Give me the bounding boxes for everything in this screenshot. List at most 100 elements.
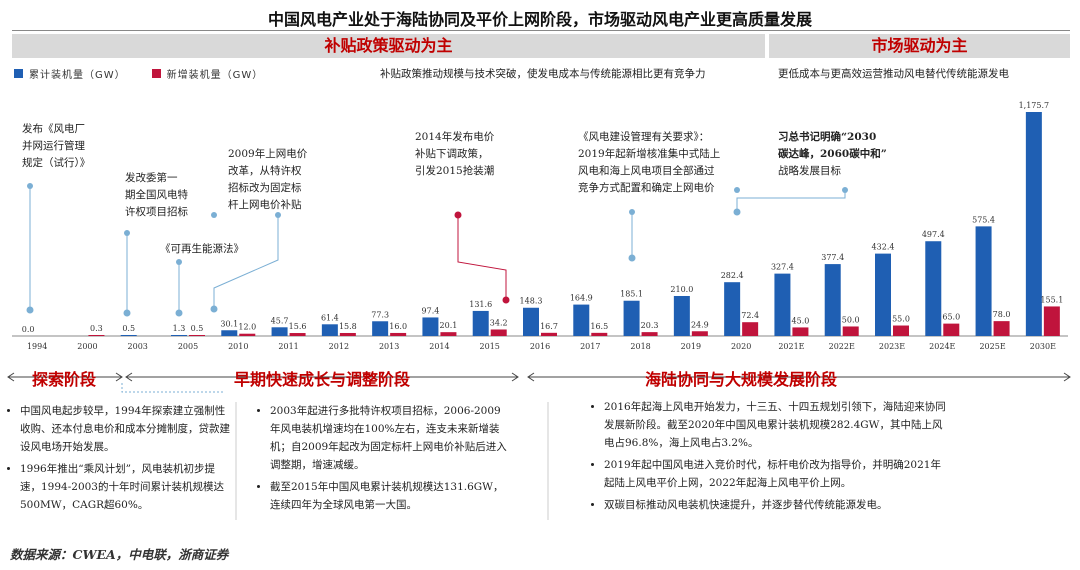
x-tick-label: 2022E xyxy=(829,342,855,351)
annotation-text: 发改委第一 xyxy=(125,171,178,184)
bar-cumulative xyxy=(724,282,741,336)
data-label-new: 0.5 xyxy=(191,324,204,333)
annotation-text: 碳达峰，2060碳中和” xyxy=(778,147,887,160)
annotation-text: 2019年起新增核准集中式陆上 xyxy=(578,147,720,160)
annotation-dot xyxy=(734,187,740,193)
x-tick-label: 2016 xyxy=(530,342,550,351)
annotation-text: 期全国风电特 xyxy=(125,188,188,201)
data-label-cumulative: 61.4 xyxy=(321,313,339,322)
bar-cumulative xyxy=(171,335,187,336)
phase-arrow-explore-head xyxy=(115,372,123,382)
annotation-connector xyxy=(736,190,846,212)
annotation-dot xyxy=(275,212,281,218)
phase-arrow-early-head xyxy=(511,372,519,382)
annotation-dot xyxy=(26,306,34,314)
bar-new xyxy=(893,325,909,336)
data-label-cumulative: 0.5 xyxy=(122,324,135,333)
bar-new xyxy=(691,331,708,336)
bar-cumulative xyxy=(422,317,439,336)
note-item: 1996年推出“乘风计划”，风电装机初步提速，1994-2003的十年时间累计装… xyxy=(20,460,230,514)
annotation-dot xyxy=(175,309,183,317)
annotation-text: 规定（试行）》 xyxy=(22,156,90,169)
bar-new xyxy=(993,321,1010,336)
annotation-text: 补贴下调政策， xyxy=(415,147,489,160)
bar-cumulative xyxy=(221,330,238,336)
data-label-cumulative: 497.4 xyxy=(922,230,945,239)
annotation-text: 《风电建设管理有关要求》： xyxy=(578,130,709,143)
notes-explore: 中国风电起步较早，1994年探索建立强制性收购、还本付息电价和成本分摊制度，贷款… xyxy=(8,402,230,518)
bar-cumulative xyxy=(523,307,539,336)
x-tick-label: 1994 xyxy=(27,342,47,351)
annotation-text: 改革，从特许权 xyxy=(228,164,302,177)
note-item: 中国风电起步较早，1994年探索建立强制性收购、还本付息电价和成本分摊制度，贷款… xyxy=(20,402,230,456)
data-label-cumulative: 282.4 xyxy=(721,271,744,280)
annotation-text: 风电和海上风电项目全部通过 xyxy=(578,164,715,177)
annotation-dot xyxy=(211,212,217,218)
notes-early: 2003年起进行多批特许权项目招标，2006-2009年风电装机增速均在100%… xyxy=(258,402,508,518)
annotation-dot xyxy=(454,211,462,219)
bar-cumulative xyxy=(321,324,338,336)
data-label-new: 16.0 xyxy=(389,322,407,331)
annotation-dot xyxy=(733,208,741,216)
note-item: 2003年起进行多批特许权项目招标，2006-2009年风电装机增速均在100%… xyxy=(270,402,508,474)
data-label-new: 20.1 xyxy=(440,321,458,330)
data-label-new: 50.0 xyxy=(842,315,860,324)
annotation-dot xyxy=(628,254,636,262)
phase-sea: 海陆协同与大规模发展阶段 xyxy=(645,370,838,389)
x-tick-label: 2000 xyxy=(77,342,97,351)
bar-new xyxy=(792,327,809,336)
data-label-new: 12.0 xyxy=(238,323,256,332)
annotation-text: 习总书记明确“2030 xyxy=(778,130,876,143)
legend-label-cumulative: 累计装机量（GW） xyxy=(29,70,126,81)
annotation-text: 招标改为固定标 xyxy=(228,181,302,194)
annotation-dot xyxy=(629,209,635,215)
data-label-new: 55.0 xyxy=(892,315,910,324)
annotation-connector xyxy=(457,215,507,300)
notes-sea: 2016年起海上风电开始发力，十三五、十四五规划引领下，海陆迎来协同发展新阶段。… xyxy=(592,398,947,518)
x-tick-label: 2012 xyxy=(329,342,349,351)
bar-new xyxy=(390,332,407,336)
data-label-new: 15.8 xyxy=(339,322,357,331)
annotation-text: 2009年上网电价 xyxy=(228,147,308,160)
data-label-cumulative: 77.3 xyxy=(371,310,389,319)
x-tick-label: 2021E xyxy=(778,342,804,351)
phase-arrow-explore-head xyxy=(7,372,15,382)
bar-cumulative xyxy=(673,295,690,336)
data-label-new: 72.4 xyxy=(741,311,759,320)
data-label-new: 20.3 xyxy=(641,321,659,330)
x-tick-label: 2003 xyxy=(128,342,148,351)
annotation-text: 《可再生能源法》 xyxy=(160,242,244,255)
bar-cumulative xyxy=(1025,112,1042,336)
data-label-cumulative: 185.1 xyxy=(620,290,643,299)
data-label-cumulative: 432.4 xyxy=(872,243,895,252)
x-tick-label: 2015 xyxy=(480,342,500,351)
data-label-cumulative: 148.3 xyxy=(520,297,543,306)
bar-new xyxy=(842,326,859,336)
bar-new xyxy=(339,332,356,336)
annotation-text: 发布《风电厂 xyxy=(22,122,85,135)
annotation-dot xyxy=(124,230,130,236)
source-note: 数据来源：CWEA，中电联，浙商证券 xyxy=(10,547,229,562)
bar-cumulative xyxy=(623,300,640,336)
bar-new xyxy=(943,323,960,336)
page-title: 中国风电产业处于海陆协同及平价上网阶段，市场驱动风电产业更高质量发展 xyxy=(267,10,812,29)
data-label-new: 15.6 xyxy=(289,322,307,331)
data-label-cumulative: 97.4 xyxy=(422,306,440,315)
banner-market: 市场驱动为主 xyxy=(769,34,1070,58)
x-tick-label: 2024E xyxy=(929,342,955,351)
data-label-new: 24.9 xyxy=(691,320,709,329)
data-label-new: 65.0 xyxy=(942,313,960,322)
phase-arrow-sea-head xyxy=(1063,372,1071,382)
bar-new xyxy=(591,332,608,336)
bar-new xyxy=(742,322,759,336)
note-item: 2019年起中国风电进入竞价时代，标杆电价改为指导价，并明确2021年起陆上风电… xyxy=(604,456,947,492)
data-label-cumulative: 30.1 xyxy=(220,319,238,328)
note-item: 双碳目标推动风电装机快速提升，并逐步替代传统能源发电。 xyxy=(604,496,947,514)
data-label-new: 155.1 xyxy=(1040,295,1063,304)
bar-cumulative xyxy=(372,321,389,336)
annotation-text: 战略发展目标 xyxy=(778,164,841,177)
annotation-connector xyxy=(213,215,279,309)
x-tick-label: 2014 xyxy=(429,342,449,351)
x-tick-label: 2010 xyxy=(228,342,248,351)
